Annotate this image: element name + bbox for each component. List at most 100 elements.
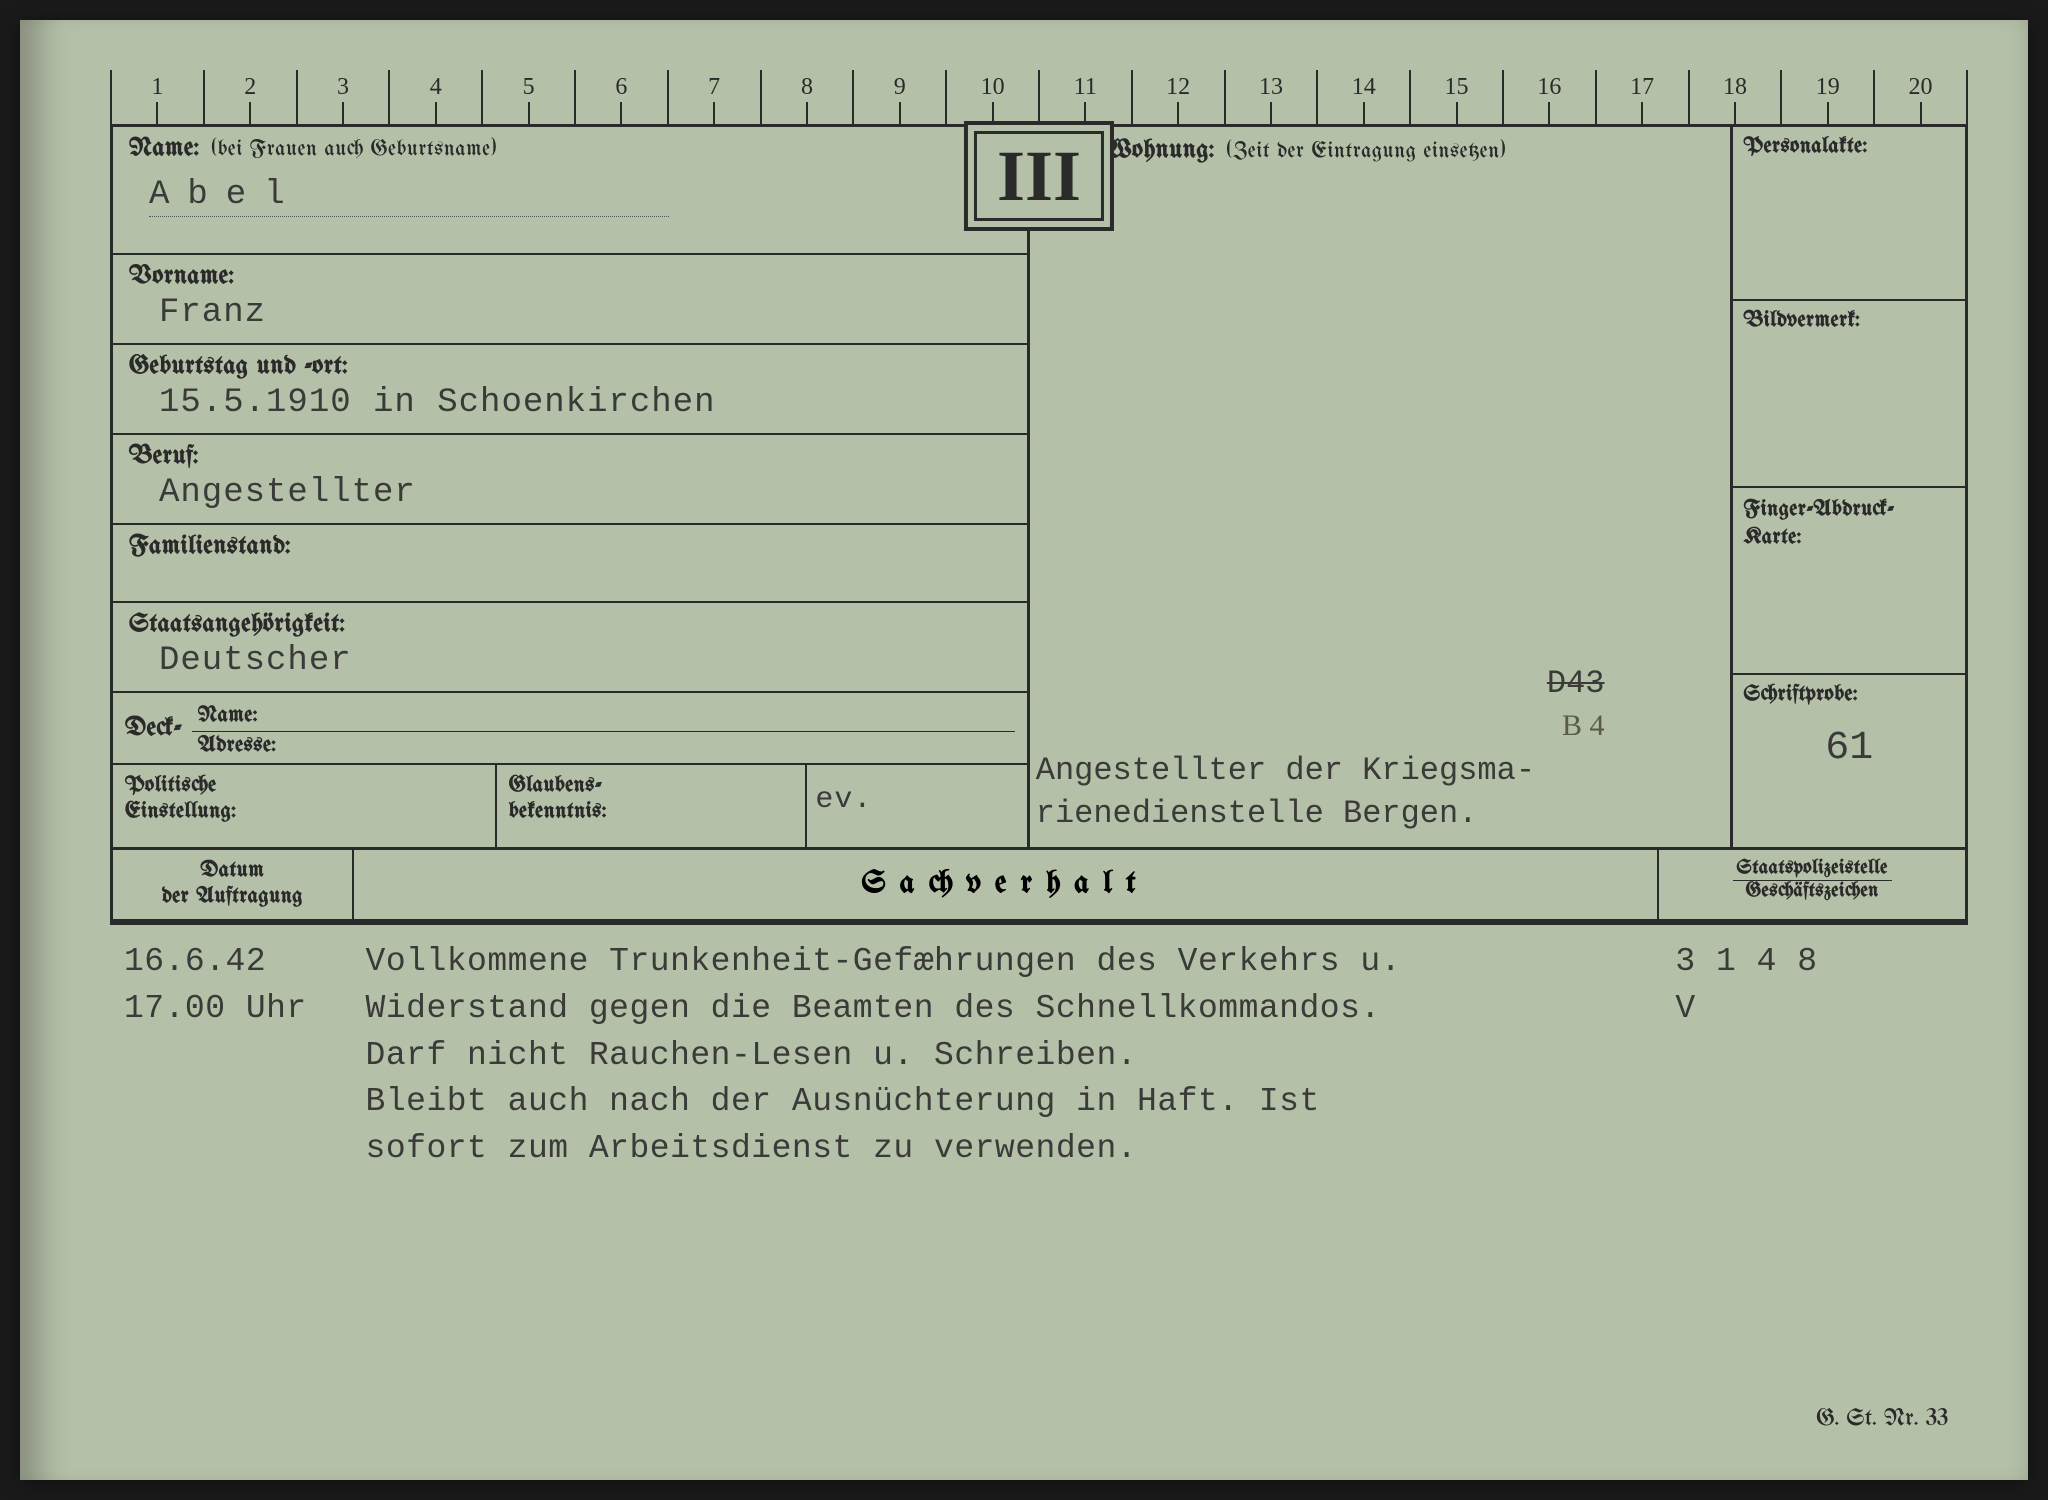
ruler-number: 16 — [1537, 74, 1561, 101]
code-strike: D43 — [1547, 665, 1605, 702]
ruler-tick — [713, 102, 715, 124]
ruler-tick — [899, 102, 901, 124]
field-name: Name: (bei Frauen auch Geburtsname) Abel — [113, 127, 1027, 255]
label-glaubens: Glaubens-bekenntnis: — [509, 773, 794, 826]
label-bildvermerk: Bildvermerk: — [1743, 309, 1955, 332]
ruler-tick — [435, 102, 437, 124]
label-wohnung: Wohnung: — [1104, 137, 1215, 164]
ruler-tick — [620, 102, 622, 124]
ruler-tick — [1734, 102, 1736, 124]
label-deck: Deck- — [125, 715, 182, 742]
entry-date: 16.6.42 17.00 Uhr — [110, 925, 352, 1187]
field-personalakte: Personalakte: — [1733, 127, 1965, 301]
label-fingerabdruck: Finger-Abdruck-Karte: — [1743, 496, 1955, 551]
ruler-tick — [1363, 102, 1365, 124]
code-handwritten: B 4 — [1562, 709, 1605, 742]
ruler-cell: 2 — [205, 70, 298, 124]
value-name: Abel — [149, 176, 669, 217]
ruler-number: 8 — [801, 74, 813, 101]
entry-date-l2: 17.00 Uhr — [124, 986, 338, 1033]
label-personalakte: Personalakte: — [1743, 135, 1955, 158]
ruler-cell: 1 — [112, 70, 205, 124]
ruler-tick — [1270, 102, 1272, 124]
wohnung-note: D43 B 4 Angestellter der Kriegsma- riene… — [1036, 662, 1725, 835]
ruler-tick — [1548, 102, 1550, 124]
hint-name: (bei Frauen auch Geburtsname) — [212, 138, 497, 161]
header-sachverhalt: Sachverhalt — [862, 868, 1150, 901]
entry-date-l1: 16.6.42 — [124, 939, 338, 986]
field-vorname: Vorname: Franz — [113, 255, 1027, 345]
ruler-number: 7 — [708, 74, 720, 101]
field-staats: Staatsangehörigkeit: Deutscher — [113, 603, 1027, 693]
entry-text-l1: Vollkommene Trunkenheit-Gefæhrungen des … — [366, 939, 1648, 986]
ruler-cell: 4 — [390, 70, 483, 124]
field-geburtstag: Geburtstag und -ort: 15.5.1910 in Schoen… — [113, 345, 1027, 435]
ruler-cell: 13 — [1226, 70, 1319, 124]
field-politische-glaubens: PolitischeEinstellung: Glaubens-bekenntn… — [113, 765, 1027, 847]
ruler-number: 18 — [1723, 74, 1747, 101]
ruler-number: 3 — [337, 74, 349, 101]
table-header: Datumder Auftragung Sachverhalt Staatspo… — [113, 847, 1965, 922]
ruler-cell: 7 — [669, 70, 762, 124]
ruler-cell: 10 — [947, 70, 1040, 124]
label-vorname: Vorname: — [129, 263, 1011, 290]
value-glaubens: ev. — [815, 783, 872, 817]
entry-row: 16.6.42 17.00 Uhr Vollkommene Trunkenhei… — [110, 925, 1968, 1187]
entry-text-l2: Widerstand gegen die Beamten des Schnell… — [366, 986, 1648, 1033]
label-deck-name: Name: — [192, 700, 1015, 732]
ruler-tick — [528, 102, 530, 124]
ruler-tick — [806, 102, 808, 124]
ruler-number: 13 — [1259, 74, 1283, 101]
field-beruf: Beruf: Angestellter — [113, 435, 1027, 525]
entry-ref-l2: V — [1675, 986, 1954, 1033]
ruler-number: 1 — [151, 74, 163, 101]
label-politische: PolitischeEinstellung: — [125, 773, 483, 826]
form-number: G. St. Nr. 33 — [1816, 1407, 1948, 1432]
form-grid: III Name: (bei Frauen auch Geburtsname) … — [110, 124, 1968, 925]
ruler-cell: 12 — [1133, 70, 1226, 124]
ruler-cell: 14 — [1318, 70, 1411, 124]
ruler-number: 2 — [244, 74, 256, 101]
value-beruf: Angestellter — [159, 474, 1011, 512]
ruler-cell: 9 — [854, 70, 947, 124]
ruler-number: 6 — [615, 74, 627, 101]
ruler-number: 5 — [523, 74, 535, 101]
header-ref-top: Staatspolizeistelle — [1733, 858, 1892, 881]
upper-section: Name: (bei Frauen auch Geburtsname) Abel… — [113, 127, 1965, 847]
ruler-cell: 8 — [762, 70, 855, 124]
value-schriftprobe: 61 — [1743, 726, 1955, 771]
ruler-number: 17 — [1630, 74, 1654, 101]
ruler-number: 9 — [894, 74, 906, 101]
ruler-cell: 20 — [1875, 70, 1968, 124]
header-datum: Datumder Auftragung — [123, 858, 342, 911]
ruler-number: 4 — [430, 74, 442, 101]
field-familienstand: Familienstand: — [113, 525, 1027, 603]
label-schriftprobe: Schriftprobe: — [1743, 683, 1955, 706]
value-geburtstag: 15.5.1910 in Schoenkirchen — [159, 384, 1011, 422]
hint-wohnung: (Zeit der Eintragung einsetzen) — [1227, 140, 1506, 163]
ruler-tick — [1827, 102, 1829, 124]
ruler-tick — [249, 102, 251, 124]
label-deck-adresse: Adresse: — [192, 732, 1015, 757]
category-box: III — [964, 121, 1114, 231]
entry-text-l4: Bleibt auch nach der Ausnüchterung in Ha… — [366, 1079, 1648, 1126]
ruler-cell: 3 — [298, 70, 391, 124]
ruler-tick — [156, 102, 158, 124]
value-vorname: Franz — [159, 294, 1011, 332]
label-beruf: Beruf: — [129, 443, 1011, 470]
wohnung-line2: rienedienstelle Bergen. — [1036, 792, 1725, 835]
ruler-number: 19 — [1816, 74, 1840, 101]
right-column: Personalakte: Bildvermerk: Finger-Abdruc… — [1733, 127, 1965, 847]
entry-text-l5: sofort zum Arbeitsdienst zu verwenden. — [366, 1126, 1648, 1173]
label-name: Name: — [129, 135, 200, 162]
ruler-cell: 15 — [1411, 70, 1504, 124]
ruler-cell: 5 — [483, 70, 576, 124]
header-ref-bot: Geschäftszeichen — [1733, 881, 1892, 903]
entry-text: Vollkommene Trunkenheit-Gefæhrungen des … — [352, 925, 1662, 1187]
value-staats: Deutscher — [159, 642, 1011, 680]
ruler-tick — [342, 102, 344, 124]
entry-text-l3: Darf nicht Rauchen-Lesen u. Schreiben. — [366, 1033, 1648, 1080]
ruler-number: 15 — [1445, 74, 1469, 101]
label-staats: Staatsangehörigkeit: — [129, 611, 1011, 638]
label-geburtstag: Geburtstag und -ort: — [129, 353, 1011, 380]
